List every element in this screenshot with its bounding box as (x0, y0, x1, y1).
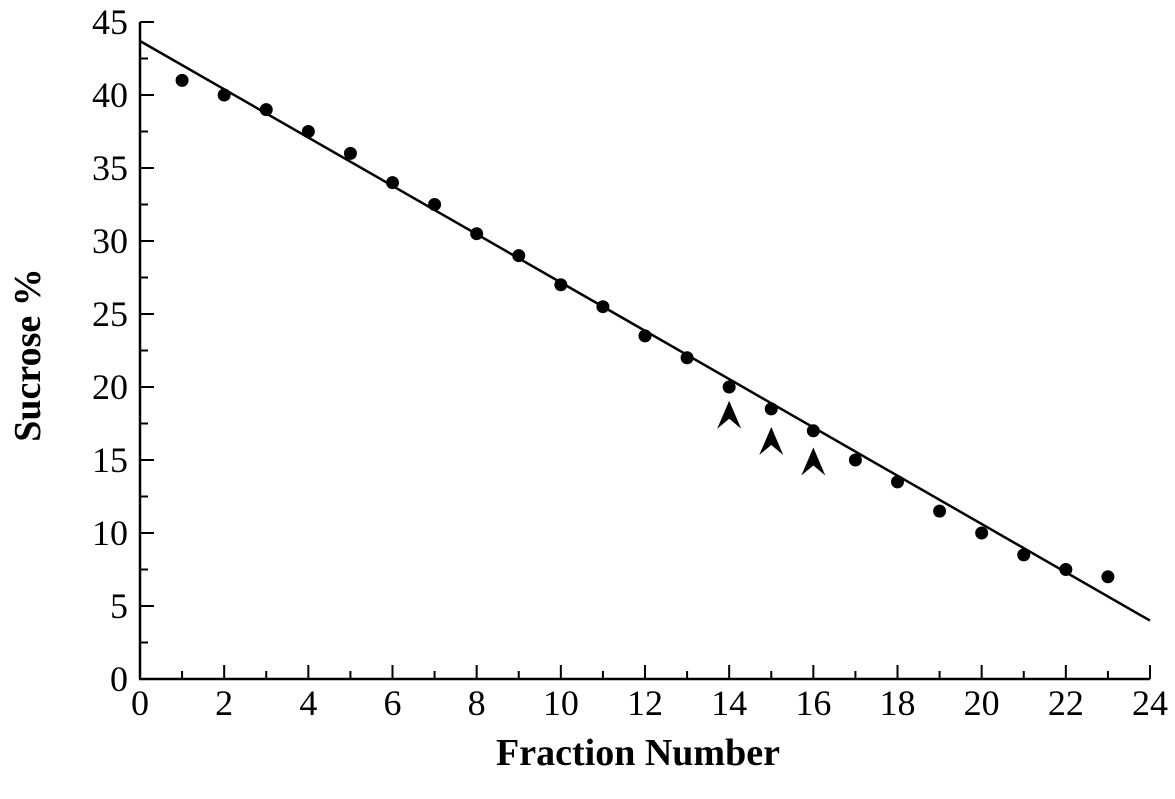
data-point (259, 103, 273, 117)
data-point (596, 300, 610, 314)
x-tick-label: 20 (964, 683, 1000, 723)
data-point (722, 380, 736, 394)
y-tick-label: 15 (92, 440, 128, 480)
data-point (470, 227, 484, 241)
data-point (386, 176, 399, 190)
y-tick-label: 40 (92, 75, 128, 115)
arrow-marker-icon (717, 400, 742, 429)
data-point (933, 504, 947, 518)
x-tick-label: 6 (384, 683, 402, 723)
y-tick-label: 20 (92, 367, 128, 407)
data-point (806, 424, 820, 438)
data-point (175, 73, 189, 87)
data-point (217, 88, 231, 102)
arrow-marker-icon (759, 427, 784, 456)
y-axis-ticks: 0 5 10 15 20 25 30 35 40 45 (92, 2, 154, 699)
data-point (680, 351, 694, 365)
x-tick-label: 10 (543, 683, 579, 723)
data-point (343, 146, 357, 160)
data-point (301, 125, 315, 138)
x-tick-label: 14 (711, 683, 747, 723)
data-point (1017, 548, 1031, 562)
data-point (1101, 570, 1115, 584)
data-point (428, 198, 442, 211)
y-tick-label: 0 (110, 659, 128, 699)
y-tick-label: 25 (92, 294, 128, 334)
data-point (638, 329, 652, 343)
x-tick-label: 4 (299, 683, 317, 723)
arrow-marker-icon (801, 447, 826, 476)
y-tick-label: 45 (92, 2, 128, 42)
data-point (891, 475, 904, 489)
x-tick-label: 8 (468, 683, 486, 723)
x-tick-label: 2 (215, 683, 233, 723)
x-tick-label: 16 (795, 683, 831, 723)
y-tick-label: 30 (92, 221, 128, 261)
x-tick-label: 22 (1048, 683, 1084, 723)
data-point (512, 249, 526, 263)
y-tick-label: 10 (92, 513, 128, 553)
data-point (975, 526, 989, 540)
x-tick-label: 12 (627, 683, 663, 723)
y-tick-label: 35 (92, 148, 128, 188)
y-tick-label: 5 (110, 586, 128, 626)
data-point (764, 402, 778, 416)
x-tick-label: 24 (1132, 683, 1168, 723)
x-axis-title: Fraction Number (496, 732, 780, 774)
x-tick-label: 18 (880, 683, 916, 723)
y-axis-title: Sucrose % (7, 268, 49, 441)
data-point (1059, 563, 1073, 576)
axes (138, 22, 1150, 681)
x-axis-ticks: 0 2 4 6 8 10 12 14 16 18 20 22 24 (131, 665, 1168, 723)
arrow-markers (717, 400, 826, 476)
x-tick-label: 0 (131, 683, 149, 723)
data-points (175, 73, 1115, 584)
data-point (554, 278, 568, 292)
data-point (848, 453, 862, 467)
